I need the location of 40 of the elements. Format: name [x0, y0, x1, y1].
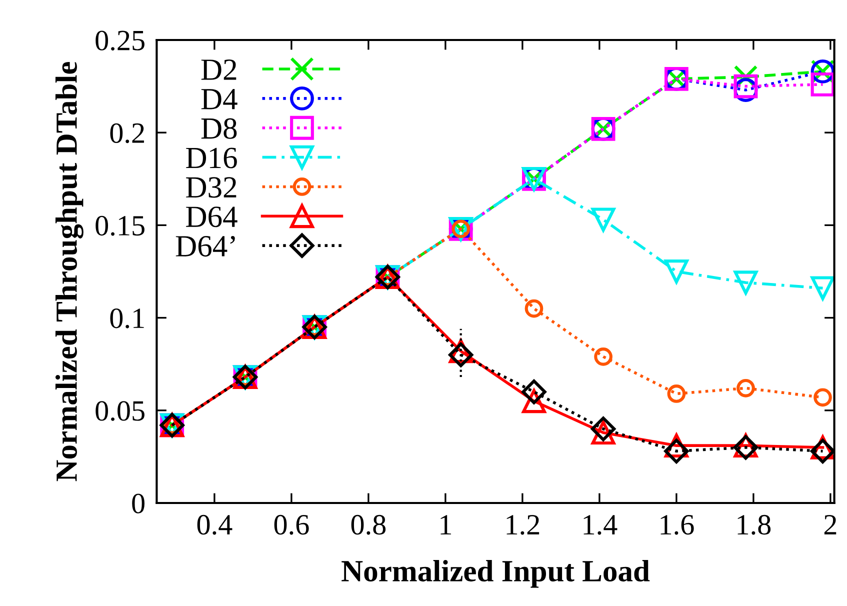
legend-label: D64’: [176, 236, 235, 257]
point: [594, 348, 612, 366]
point: [522, 380, 546, 404]
y-tick-label: 0: [132, 494, 144, 514]
legend-label: D16: [186, 148, 237, 168]
point: [734, 74, 758, 98]
point: [667, 384, 686, 403]
legend-label: D2: [201, 59, 236, 80]
y-tick-label: 0.05: [96, 401, 144, 421]
y-tick-label: 0.1: [110, 308, 144, 328]
x-tick-label: 2: [824, 515, 836, 534]
point: [448, 342, 474, 368]
x-tick-label: 0.4: [197, 514, 232, 535]
x-tick-label: 1.4: [584, 515, 618, 535]
legend-label: D64: [186, 206, 238, 228]
x-tick-label: 0.6: [274, 514, 309, 535]
y-tick-label: 0.25: [96, 30, 144, 51]
point: [524, 299, 544, 318]
point: [664, 260, 688, 284]
y-tick-label: 0.15: [96, 216, 144, 236]
point: [664, 438, 689, 464]
point: [590, 416, 616, 442]
x-tick-label: 1.8: [738, 514, 771, 535]
x-tick-label: 1.2: [506, 515, 540, 535]
point: [814, 388, 832, 407]
point: [591, 208, 616, 232]
y-tick-label: 0.2: [110, 123, 144, 144]
legend-label: D8: [201, 118, 237, 139]
point: [736, 378, 755, 398]
x-tick-label: 1.6: [660, 515, 694, 535]
legend-label: D32: [186, 177, 236, 198]
x-tick-label: 0.8: [351, 514, 386, 535]
point: [810, 438, 834, 464]
x-tick-label: 1: [440, 515, 451, 534]
point: [810, 276, 834, 300]
y-axis-title: Normalized Throughput DTable: [55, 62, 84, 482]
point: [734, 270, 758, 295]
legend-label: D4: [201, 89, 238, 110]
x-axis-title: Normalized Input Load: [342, 560, 650, 588]
point: [810, 72, 834, 96]
